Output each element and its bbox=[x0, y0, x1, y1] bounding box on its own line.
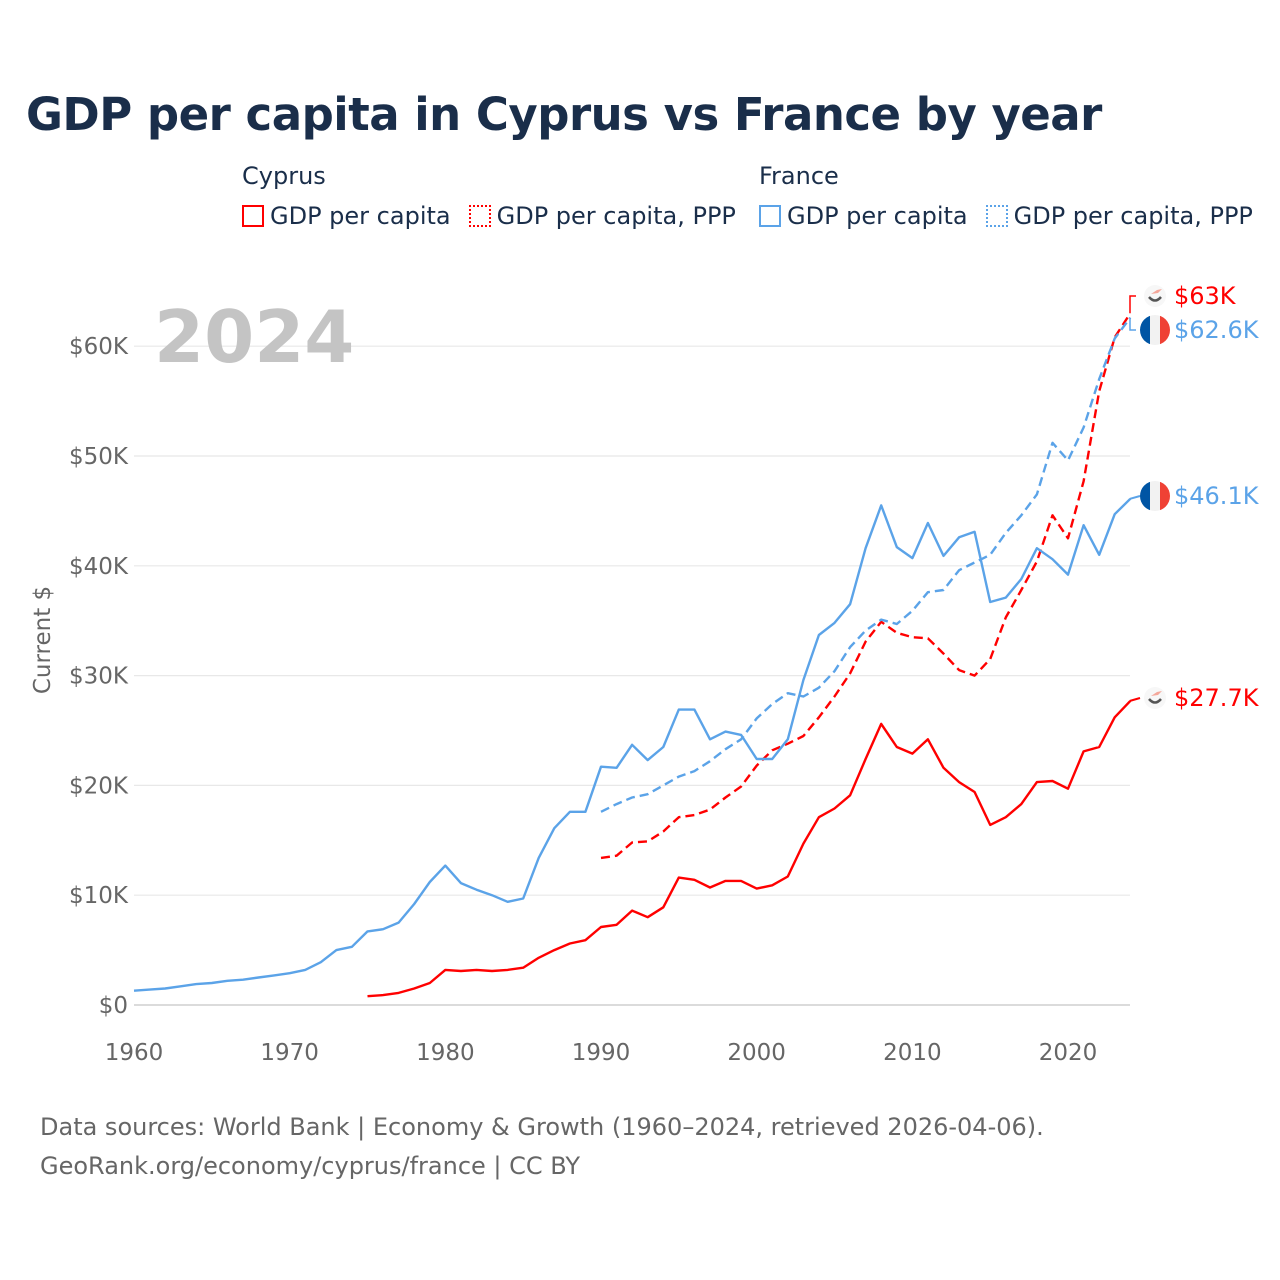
legend-france: France GDP per capita GDP per capita, PP… bbox=[759, 162, 1253, 230]
leader-line bbox=[1129, 317, 1136, 331]
leader-line bbox=[1129, 495, 1141, 500]
footer-sources: Data sources: World Bank | Economy & Gro… bbox=[40, 1113, 1044, 1141]
legend-france-heading: France bbox=[759, 162, 839, 190]
legend-label: GDP per capita bbox=[787, 202, 968, 230]
legend-label: GDP per capita, PPP bbox=[1013, 202, 1253, 230]
legend-swatch-solid-blue bbox=[759, 205, 781, 227]
year-watermark: 2024 bbox=[154, 295, 354, 379]
legend-label: GDP per capita, PPP bbox=[496, 202, 736, 230]
legend-swatch-solid-red bbox=[242, 205, 264, 227]
legend-item-france-gdp[interactable]: GDP per capita bbox=[759, 202, 968, 230]
legend-item-cyprus-ppp[interactable]: GDP per capita, PPP bbox=[468, 202, 736, 230]
legend-swatch-dotted-red bbox=[468, 205, 491, 227]
end-value-label: $63K bbox=[1174, 282, 1237, 310]
x-tick-label: 2020 bbox=[1039, 1040, 1098, 1066]
series-line-france-gdp-per-capita bbox=[133, 497, 1132, 992]
end-value-label: $62.6K bbox=[1174, 316, 1260, 344]
y-tick-label: $40K bbox=[69, 554, 129, 580]
x-tick-label: 2010 bbox=[883, 1040, 942, 1066]
legend-cyprus-heading: Cyprus bbox=[242, 162, 326, 190]
chart-title: GDP per capita in Cyprus vs France by ye… bbox=[26, 88, 1102, 141]
y-tick-label: $30K bbox=[69, 664, 129, 690]
y-tick-label: $60K bbox=[69, 334, 129, 360]
cyprus-flag-icon bbox=[1144, 285, 1166, 307]
footer: Data sources: World Bank | Economy & Gro… bbox=[40, 1108, 1044, 1186]
y-tick-label: $10K bbox=[69, 883, 129, 909]
cyprus-flag-icon bbox=[1144, 687, 1166, 709]
legend-cyprus: Cyprus GDP per capita GDP per capita, PP… bbox=[242, 162, 736, 230]
y-tick-label: $0 bbox=[99, 993, 128, 1019]
y-axis-label: Current $ bbox=[30, 586, 56, 694]
series-line-cyprus-gdp-per-capita bbox=[367, 700, 1132, 998]
legend-item-france-ppp[interactable]: GDP per capita, PPP bbox=[985, 202, 1253, 230]
france-flag-icon bbox=[1140, 315, 1170, 345]
legend-swatch-dotted-blue bbox=[985, 205, 1008, 227]
end-value-label: $27.7K bbox=[1174, 684, 1260, 712]
france-flag-icon bbox=[1140, 481, 1170, 511]
legend-label: GDP per capita bbox=[270, 202, 451, 230]
series-line-france-gdp-per-capita-ppp bbox=[600, 316, 1132, 813]
x-tick-label: 1960 bbox=[105, 1040, 164, 1066]
x-tick-label: 1980 bbox=[416, 1040, 475, 1066]
footer-link[interactable]: GeoRank.org/economy/cyprus/france | CC B… bbox=[40, 1152, 581, 1180]
y-tick-label: $50K bbox=[69, 444, 129, 470]
leader-line bbox=[1129, 295, 1136, 314]
series-line-cyprus-gdp-per-capita-ppp bbox=[600, 312, 1132, 860]
legend-item-cyprus-gdp[interactable]: GDP per capita bbox=[242, 202, 451, 230]
x-tick-label: 2000 bbox=[727, 1040, 786, 1066]
y-tick-label: $20K bbox=[69, 773, 129, 799]
leader-line bbox=[1129, 697, 1141, 702]
x-tick-label: 1990 bbox=[572, 1040, 631, 1066]
end-value-label: $46.1K bbox=[1174, 482, 1260, 510]
x-tick-label: 1970 bbox=[260, 1040, 319, 1066]
